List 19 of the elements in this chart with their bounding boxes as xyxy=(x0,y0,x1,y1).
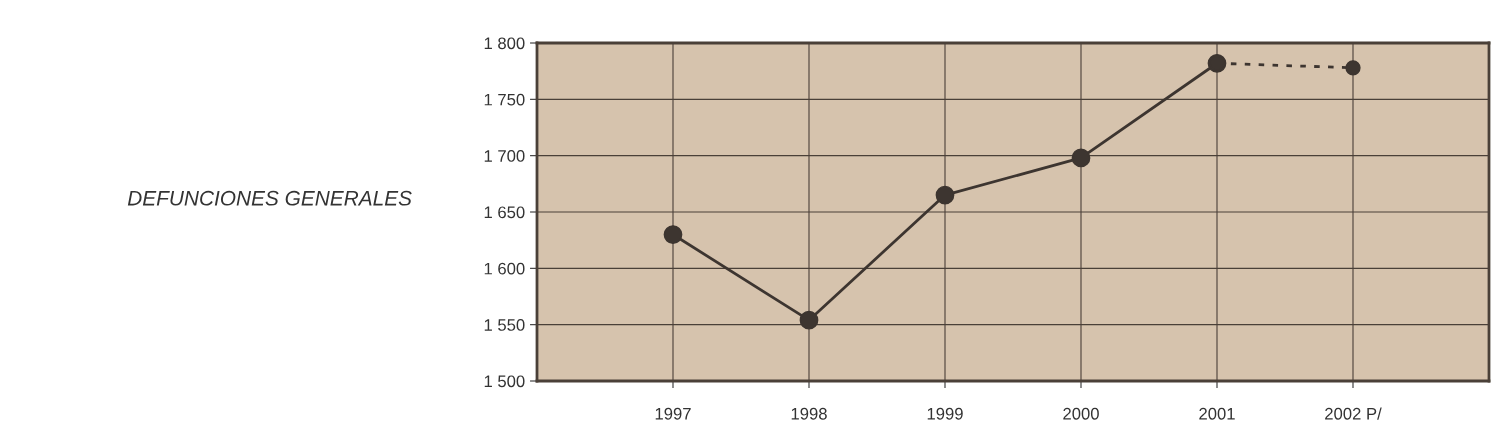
y-tick-label: 1 700 xyxy=(484,150,525,162)
point xyxy=(1345,60,1361,76)
point xyxy=(799,310,819,330)
x-tick-label: 1997 xyxy=(655,407,691,420)
y-tick-label: 1 600 xyxy=(484,262,525,275)
point xyxy=(935,185,955,205)
y-tick-label: 1 800 xyxy=(484,37,525,50)
x-tick-label: 1998 xyxy=(791,407,827,420)
x-tick-label: 1999 xyxy=(927,407,963,420)
point xyxy=(663,225,683,244)
x-tick-label: 2000 xyxy=(1063,407,1099,420)
point xyxy=(1071,148,1091,168)
y-axis-title: DEFUNCIONES GENERALES xyxy=(127,190,412,206)
x-tick-label: 2001 xyxy=(1199,407,1235,420)
y-tick-label: 1 500 xyxy=(484,375,525,388)
y-tick-label: 1 650 xyxy=(484,206,525,219)
y-tick-label: 1 550 xyxy=(484,319,525,331)
y-tick-label: 1 750 xyxy=(484,93,525,106)
x-tick-label: 2002 P/ xyxy=(1325,407,1382,420)
